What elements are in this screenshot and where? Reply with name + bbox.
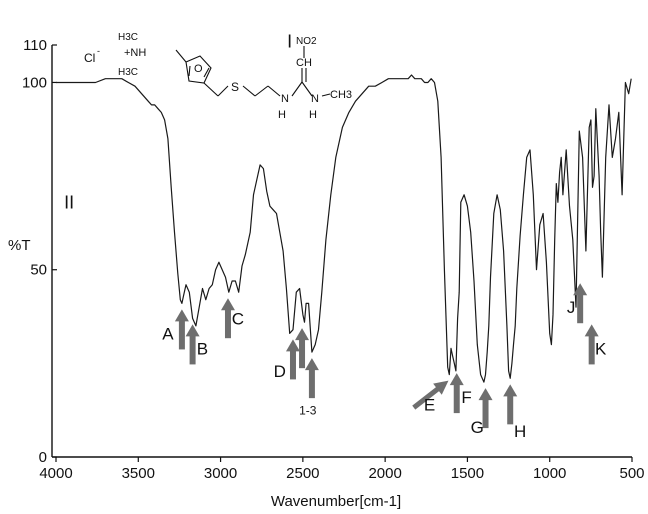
arrow-shaft bbox=[482, 398, 489, 429]
n-methyl-label: CH3 bbox=[330, 89, 352, 101]
peak-label: J bbox=[567, 298, 576, 317]
peak-arrow-g: G bbox=[471, 388, 493, 437]
ring-methyl-bond bbox=[175, 49, 187, 63]
arrow-shaft bbox=[289, 349, 296, 380]
spectrum-line bbox=[56, 74, 632, 383]
peak-arrow-f: F bbox=[449, 373, 472, 414]
panel-label-2: II bbox=[64, 192, 74, 212]
x-axis-ticks: 4000 3500 3000 2500 2000 1500 1000 500 bbox=[39, 457, 645, 482]
peak-label: A bbox=[162, 324, 174, 343]
arrow-head bbox=[304, 358, 319, 371]
nh-n-label-1: N bbox=[281, 93, 289, 105]
peak-arrow-a: A bbox=[162, 309, 189, 350]
x-tick-label: 1000 bbox=[533, 465, 566, 482]
peak-arrow-h: H bbox=[503, 384, 526, 441]
arrow-shaft bbox=[189, 334, 196, 365]
arrow-head bbox=[573, 283, 588, 296]
y-tick-label: 110 bbox=[23, 37, 47, 54]
y-tick-label: 0 bbox=[39, 449, 47, 466]
arrow-shaft bbox=[577, 293, 584, 324]
s-ch2-bond bbox=[242, 85, 256, 97]
x-tick-label: 500 bbox=[619, 465, 644, 482]
sulfur-label: S bbox=[231, 80, 239, 94]
furan-oxygen-label: O bbox=[194, 63, 203, 75]
x-tick-label: 2000 bbox=[368, 465, 401, 482]
x-tick-label: 3000 bbox=[204, 465, 237, 482]
peak-arrow-1-3: 1-3 bbox=[299, 358, 319, 417]
ch2-n-bond bbox=[267, 85, 281, 97]
counter-ion-label: Cl bbox=[84, 51, 95, 65]
peak-label: H bbox=[514, 422, 526, 441]
n-methyl-bond bbox=[321, 93, 331, 97]
peak-arrow-d: D bbox=[274, 339, 300, 381]
furan-double-bond bbox=[188, 65, 191, 77]
n-c-bond bbox=[291, 81, 303, 97]
peak-arrow-b: B bbox=[185, 324, 208, 365]
arrow-head bbox=[295, 328, 310, 341]
ch2-s-bond bbox=[217, 85, 229, 97]
c-n2-bond bbox=[301, 81, 313, 97]
arrow-shaft bbox=[178, 319, 185, 350]
y-axis-ticks: 0 50 100 110 bbox=[22, 37, 57, 466]
ch-label: CH bbox=[296, 57, 312, 69]
arrow-head bbox=[478, 388, 493, 401]
peak-label: D bbox=[274, 362, 286, 381]
peak-arrow bbox=[295, 328, 310, 369]
amine-nh-label: +NH bbox=[124, 47, 146, 59]
ring-ch2-bond bbox=[203, 82, 219, 97]
furan-double-bond-2 bbox=[203, 67, 210, 78]
arrow-shaft bbox=[299, 338, 306, 369]
x-tick-label: 2500 bbox=[286, 465, 319, 482]
counter-ion-charge: - bbox=[97, 46, 100, 56]
arrow-head bbox=[584, 324, 599, 337]
x-tick-label: 4000 bbox=[39, 465, 72, 482]
y-tick-label: 50 bbox=[30, 262, 47, 279]
amine-methyl-top: H3C bbox=[118, 32, 138, 43]
peak-label: B bbox=[197, 339, 208, 358]
nh-h-label-1: H bbox=[278, 109, 286, 121]
arrow-head bbox=[503, 384, 518, 397]
peak-arrow-c: C bbox=[220, 298, 244, 339]
peak-arrow-k: K bbox=[584, 324, 607, 365]
panel-labels: III bbox=[64, 31, 292, 212]
arrow-head bbox=[220, 298, 235, 311]
peak-arrow-e: E bbox=[412, 380, 449, 415]
peak-label: G bbox=[471, 418, 484, 437]
x-tick-label: 3500 bbox=[122, 465, 155, 482]
x-axis-label: Wavenumber[cm-1] bbox=[271, 493, 401, 510]
amine-methyl-bottom: H3C bbox=[118, 67, 138, 78]
y-tick-label: 100 bbox=[22, 74, 47, 91]
molecule-structure bbox=[175, 46, 331, 97]
arrow-head bbox=[174, 309, 189, 322]
axes bbox=[51, 45, 632, 458]
peak-label: E bbox=[424, 396, 435, 415]
peak-label: K bbox=[595, 339, 607, 358]
arrow-shaft bbox=[224, 308, 231, 339]
arrow-head bbox=[185, 324, 200, 337]
arrow-head bbox=[433, 380, 449, 395]
peak-arrow-j: J bbox=[567, 283, 588, 324]
arrow-head bbox=[449, 373, 464, 386]
arrow-shaft bbox=[588, 334, 595, 365]
peak-label: F bbox=[461, 388, 471, 407]
panel-label-1: I bbox=[287, 31, 292, 51]
nh-n-label-2: N bbox=[311, 93, 319, 105]
furan-ring bbox=[185, 55, 212, 84]
arrow-shaft bbox=[507, 394, 514, 425]
peak-arrows: A B C D 1-3 E FG H J K bbox=[162, 283, 607, 441]
nh-h-label-2: H bbox=[309, 109, 317, 121]
ch2-ch2-bond bbox=[254, 85, 269, 97]
arrow-shaft bbox=[453, 383, 460, 414]
y-axis-label: %T bbox=[8, 237, 31, 254]
peak-label: C bbox=[232, 309, 244, 328]
molecule-labels: Cl - H3C +NH H3C O S NO2 CH N H N H CH3 bbox=[84, 32, 352, 121]
peak-label: 1-3 bbox=[299, 403, 317, 417]
x-tick-label: 1500 bbox=[451, 465, 484, 482]
arrow-shaft bbox=[308, 368, 315, 399]
arrow-head bbox=[285, 339, 300, 352]
arrow-shaft bbox=[412, 384, 443, 410]
nitro-label: NO2 bbox=[296, 36, 317, 47]
